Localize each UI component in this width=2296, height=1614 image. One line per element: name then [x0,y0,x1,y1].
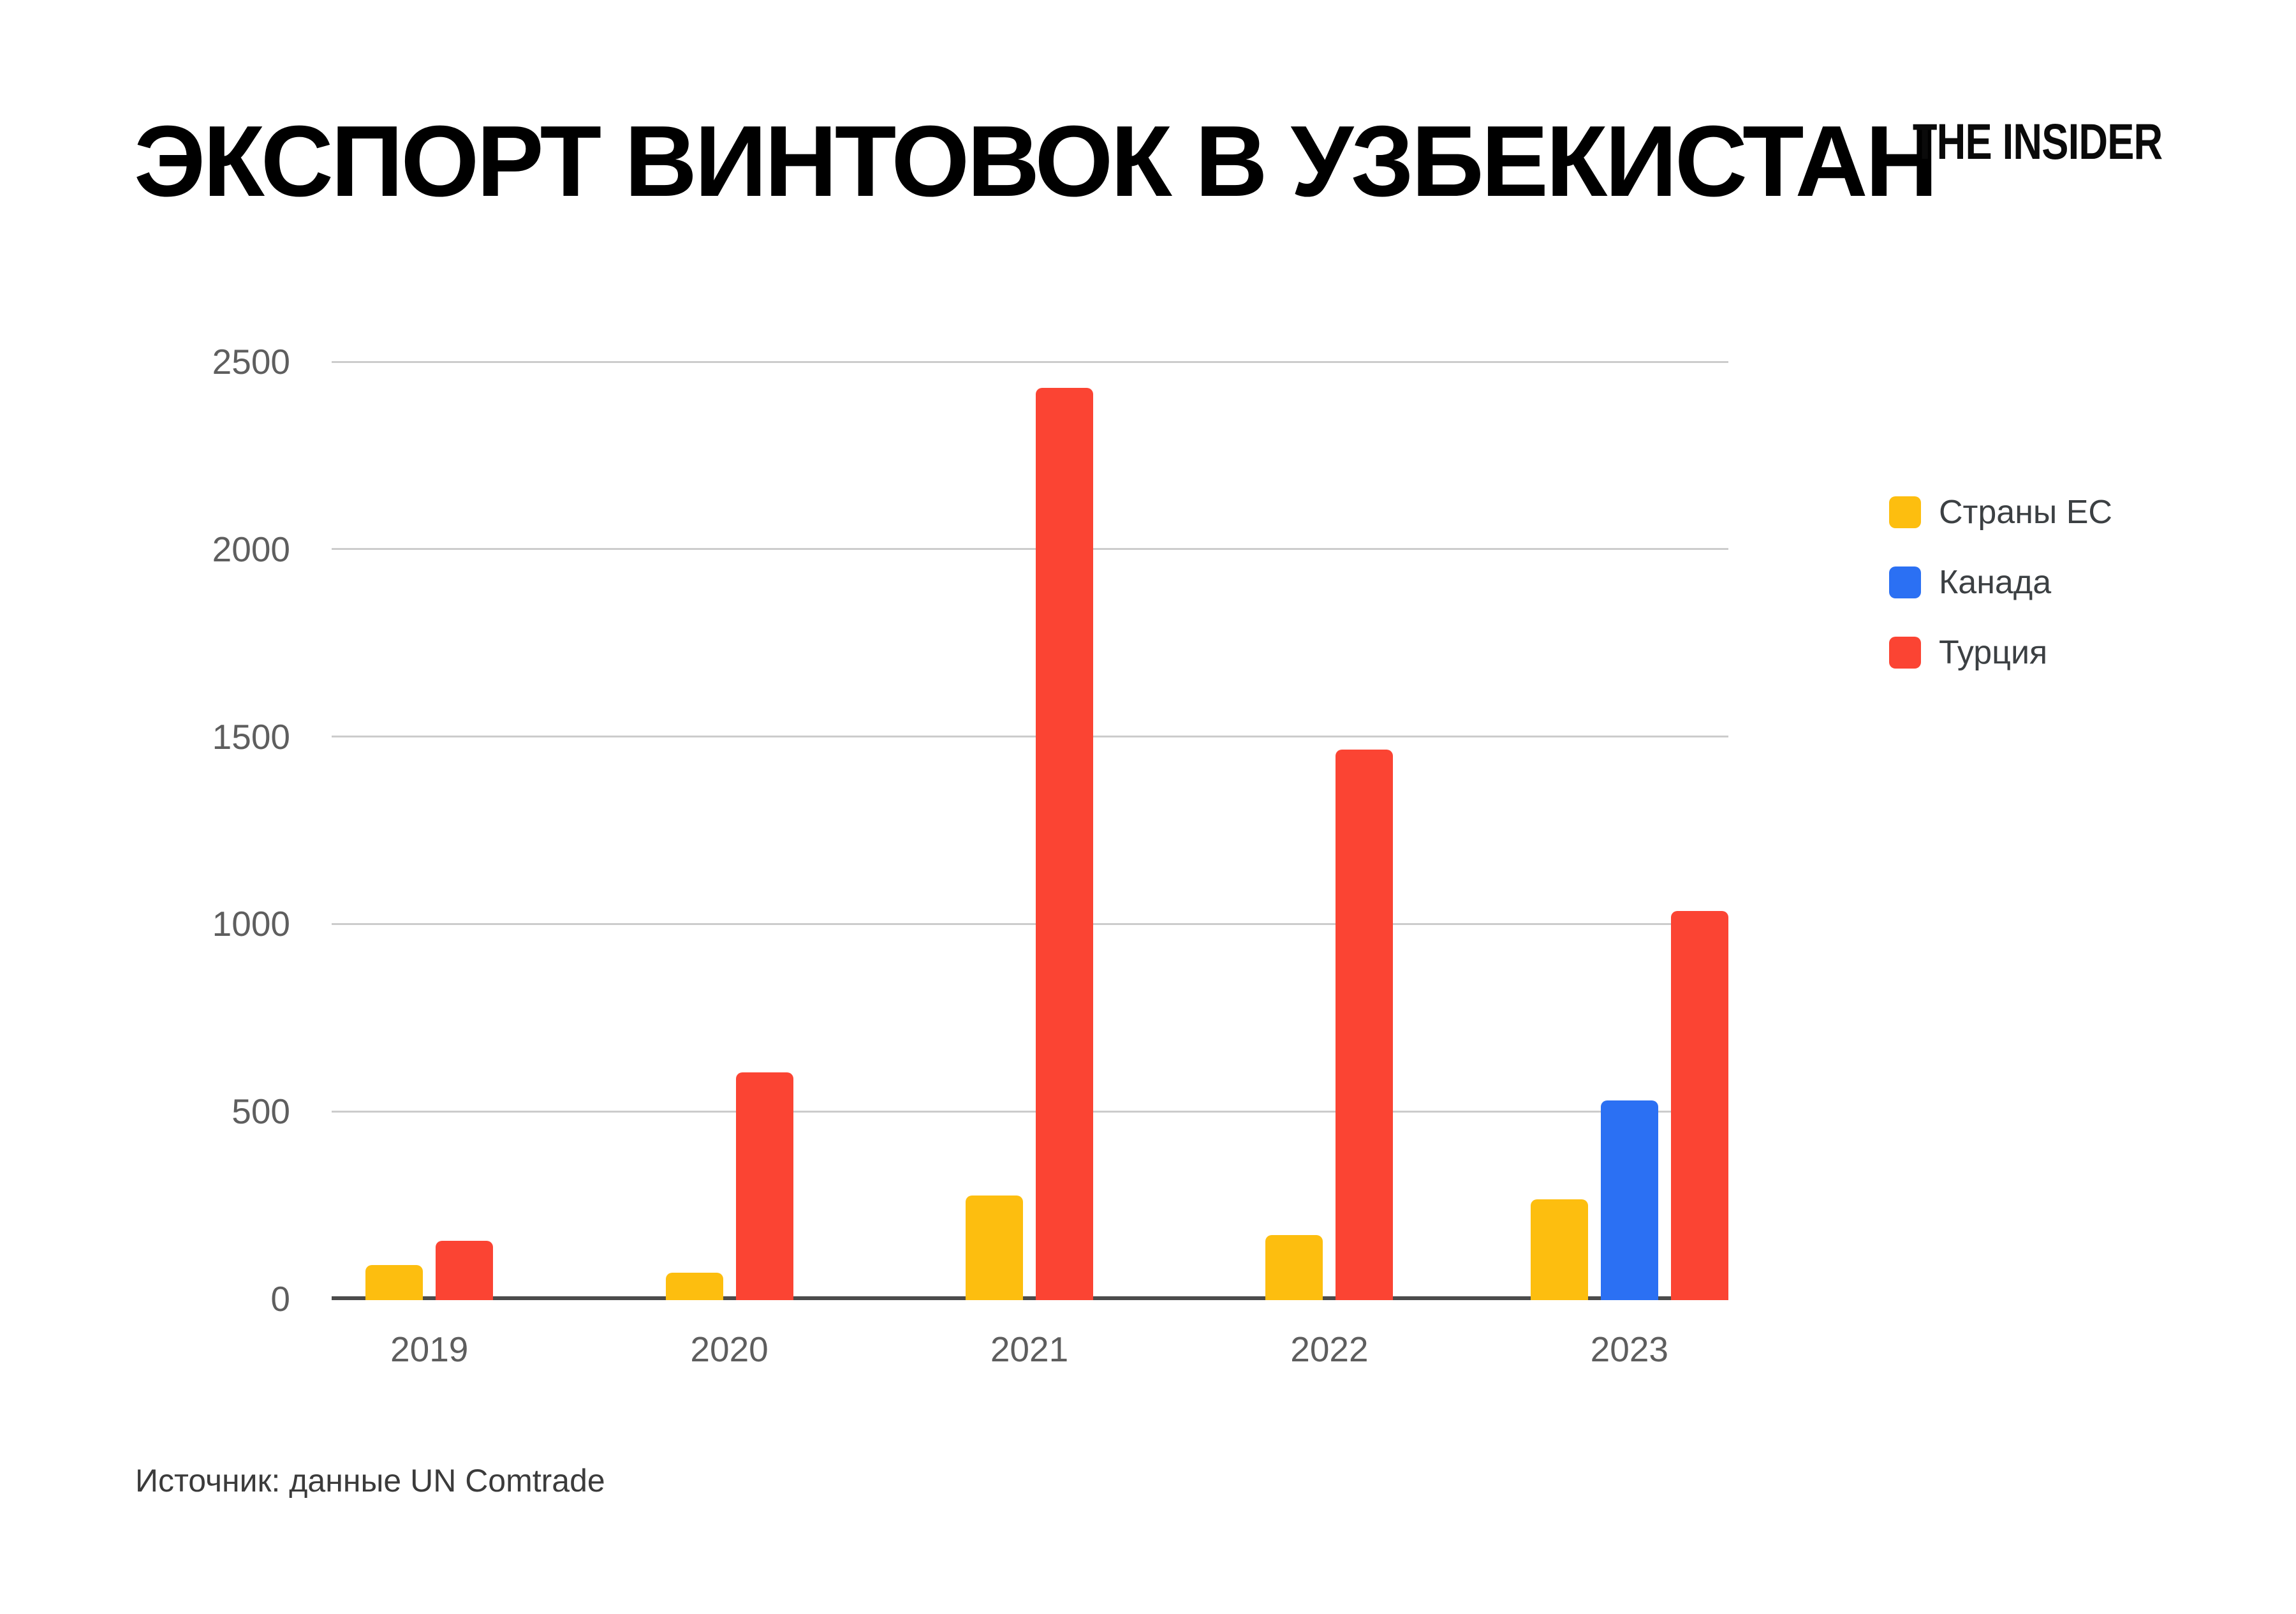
x-axis-line [332,1296,1728,1300]
legend-swatch-icon [1889,496,1921,528]
x-tick-label-2020: 2020 [690,1329,769,1369]
bar-2019-Турция [436,1241,494,1300]
y-tick-label-2000: 2000 [212,529,290,569]
gridline-2500 [332,360,1728,363]
y-tick-label-500: 500 [232,1092,290,1132]
bar-2022-Страны ЕС [1265,1235,1323,1300]
x-axis-tick-labels: 2019 2020 2021 2022 2023 [279,1330,1779,1368]
bar-2020-Турция [735,1072,793,1300]
gridline-1500 [332,736,1728,738]
bar-2023-Страны ЕС [1530,1199,1588,1300]
bar-2021-Страны ЕС [966,1196,1024,1300]
legend-swatch-icon [1889,637,1921,669]
bar-group-2020 [579,362,879,1300]
x-tick-label-2019: 2019 [390,1329,469,1369]
chart-legend: Страны ЕС Канада Турция [1889,496,2112,707]
legend-label: Канада [1939,564,2052,601]
source-note: Источник: данные UN Comtrade [135,1463,605,1499]
y-tick-label-2500: 2500 [212,342,290,381]
bar-group-2022 [1179,362,1479,1300]
gridline-2000 [332,548,1728,551]
bar-group-2019 [279,362,579,1300]
bar-2020-Страны ЕС [665,1273,723,1300]
bar-2019-Страны ЕС [365,1265,423,1300]
x-tick-label-2022: 2022 [1290,1329,1369,1369]
bar-group-2021 [879,362,1179,1300]
chart-title: ЭКСПОРТ ВИНТОВОК В УЗБЕКИСТАН [134,105,1938,218]
bar-2023-Канада [1600,1100,1658,1300]
bar-chart-plot-area: 2500 2000 1500 1000 500 0 [0,344,2296,1317]
y-tick-label-0: 0 [270,1279,290,1319]
x-tick-label-2023: 2023 [1590,1329,1668,1369]
x-tick-label-2021: 2021 [990,1329,1069,1369]
legend-item-Канада: Канада [1889,564,2112,601]
legend-swatch-icon [1889,566,1921,598]
bar-group-2023 [1480,362,1779,1300]
bars-layer [279,362,1779,1300]
y-tick-label-1500: 1500 [212,716,290,757]
legend-label: Турция [1939,634,2048,671]
legend-label: Страны ЕС [1939,494,2112,531]
legend-item-Страны ЕС: Страны ЕС [1889,494,2112,531]
bar-2022-Турция [1336,750,1394,1300]
y-tick-label-1000: 1000 [212,904,290,944]
gridline-500 [332,1110,1728,1113]
gridline-1000 [332,922,1728,925]
legend-item-Турция: Турция [1889,634,2112,671]
brand-logo: THE INSIDER [1912,113,2162,170]
bar-2021-Турция [1036,388,1094,1300]
bar-2023-Турция [1670,911,1728,1300]
